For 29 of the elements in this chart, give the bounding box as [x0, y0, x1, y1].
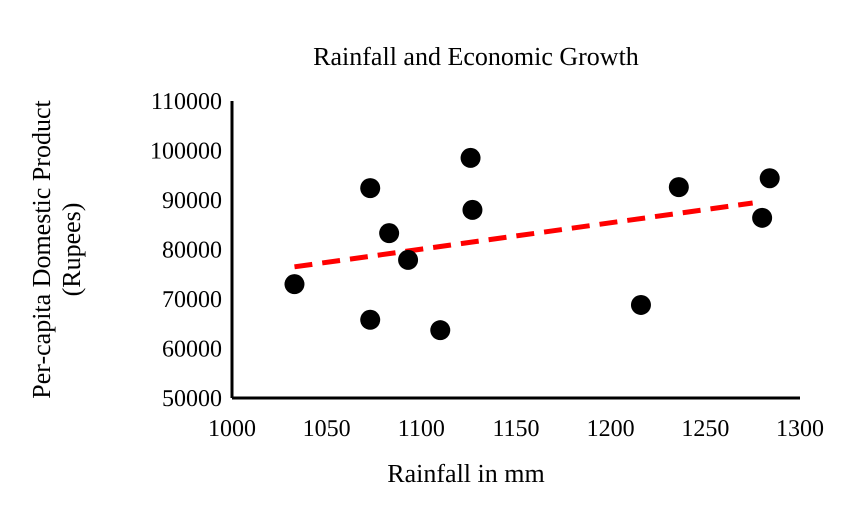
point — [760, 168, 780, 188]
x-tick-label: 1250 — [681, 416, 730, 442]
x-tick-label: 1300 — [776, 416, 824, 442]
point — [630, 294, 651, 315]
point — [462, 200, 482, 220]
x-tick-label: 1200 — [586, 416, 635, 442]
x-tick-label: 1050 — [302, 416, 351, 442]
point — [284, 274, 304, 294]
point — [398, 250, 418, 270]
x-tick-label: 1000 — [208, 416, 256, 442]
y-axis-title: Per-capita Domestic Product (Rupees) — [27, 100, 86, 399]
chart-title: Rainfall and Economic Growth — [313, 42, 639, 71]
point — [379, 223, 400, 244]
point — [430, 320, 450, 340]
y-tick-label: 80000 — [162, 238, 222, 264]
y-tick-label: 90000 — [162, 188, 222, 214]
point — [360, 310, 380, 330]
point — [752, 208, 772, 228]
y-tick-label: 70000 — [162, 287, 222, 313]
y-tick-label: 110000 — [150, 89, 222, 115]
point — [360, 178, 380, 198]
y-tick-label: 100000 — [150, 138, 222, 164]
y-tick-label: 60000 — [162, 336, 222, 362]
y-tick-label: 50000 — [162, 386, 222, 412]
point — [460, 148, 481, 168]
x-tick-label: 1150 — [492, 416, 540, 442]
point — [668, 177, 689, 198]
x-axis-title: Rainfall in mm — [387, 459, 545, 488]
x-tick-label: 1100 — [398, 416, 445, 442]
